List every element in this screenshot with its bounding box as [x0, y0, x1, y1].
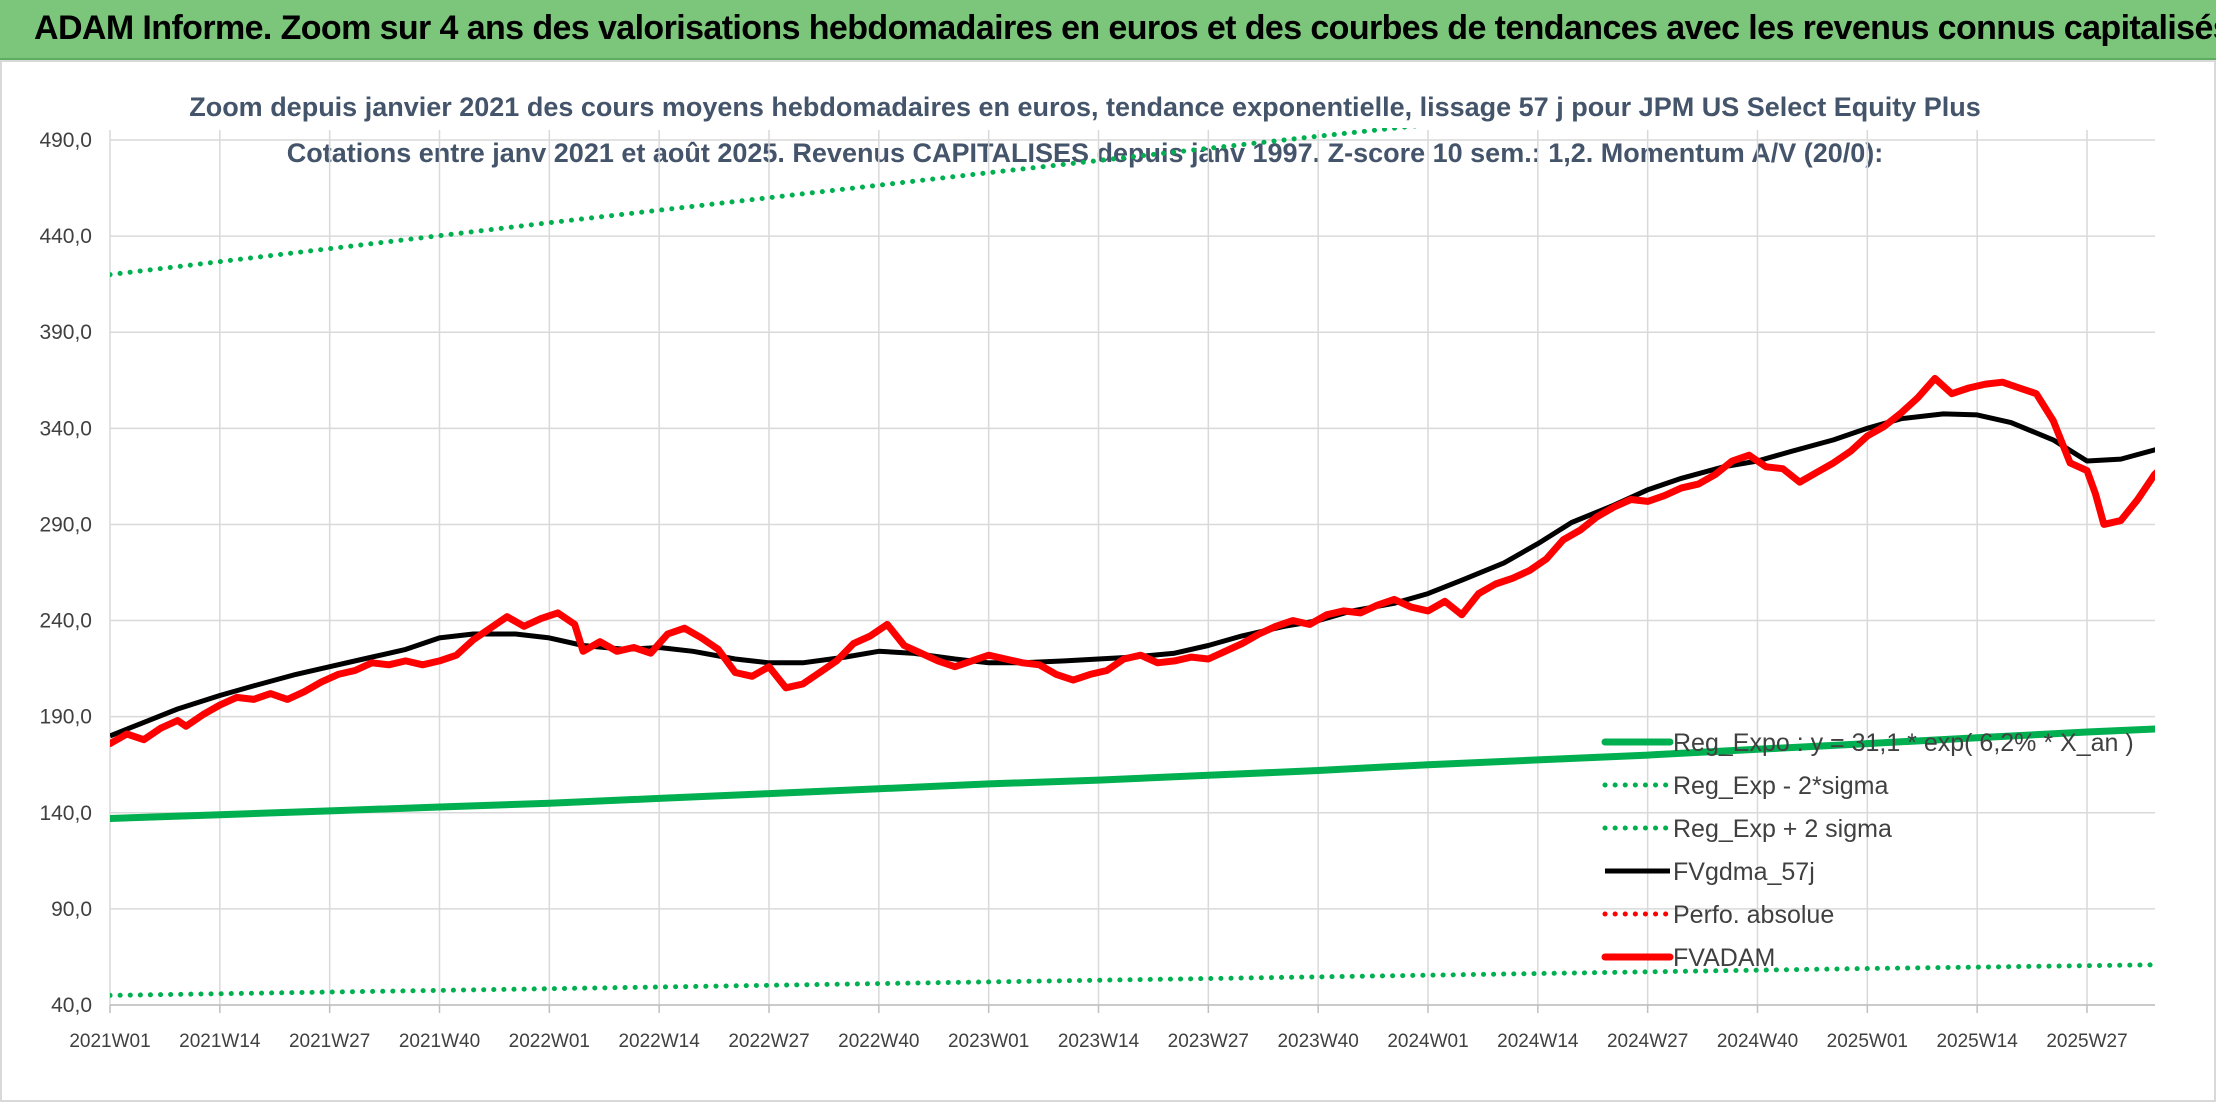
page-title: ADAM Informe. Zoom sur 4 ans des valoris…: [34, 9, 2216, 47]
x-axis: 2021W01 2021W14 2021W27 2021W40 2022W01 2022W…: [69, 1031, 2127, 1052]
x-tick-label: 2022W27: [728, 1031, 809, 1052]
series-line-reg_exp: [110, 128, 1420, 278]
legend-label: Reg_Exp - 2*sigma: [1673, 772, 1888, 800]
title-backdrop: [255, 68, 1915, 132]
y-tick-label: 390,0: [39, 321, 92, 344]
series-line-fvadam: [110, 374, 2155, 748]
x-tick-label: 2023W01: [948, 1031, 1029, 1052]
x-tick-label: 2025W27: [2046, 1031, 2127, 1052]
x-tick-label: 2021W01: [69, 1031, 150, 1052]
x-tick-label: 2021W40: [399, 1031, 480, 1052]
x-tick-label: 2025W14: [1936, 1031, 2018, 1052]
x-tick-label: 2023W40: [1277, 1031, 1358, 1052]
chart-title-line-1: Zoom depuis janvier 2021 des cours moyen…: [189, 92, 1981, 122]
x-tick-label: 2022W01: [509, 1031, 590, 1052]
y-tick-label: 190,0: [39, 706, 92, 729]
y-tick-label: 490,0: [39, 129, 92, 152]
y-tick-label: 240,0: [39, 610, 92, 633]
legend-label: FVADAM: [1673, 944, 1775, 972]
series-line-reg_exp: [110, 962, 2155, 998]
x-tick-label: 2021W14: [179, 1031, 261, 1052]
x-tick-label: 2023W14: [1058, 1031, 1140, 1052]
legend-label: FVgdma_57j: [1673, 858, 1815, 886]
legend-label: Reg_Expo : y = 31,1 * exp( 6,2% * X_an ): [1673, 729, 2134, 757]
series-line-fvgdma_57j: [110, 411, 2155, 739]
chart-frame: [0, 60, 2216, 1102]
x-tick-label: 2022W40: [838, 1031, 919, 1052]
header-banner: ADAM Informe. Zoom sur 4 ans des valoris…: [0, 0, 2216, 60]
y-tick-label: 440,0: [39, 225, 92, 248]
legend: Reg_Expo : y = 31,1 * exp( 6,2% * X_an )…: [1601, 729, 2134, 972]
y-axis: 40,0 90,0 140,0 190,0 240,0 290,0 340,0 390,0 44…: [39, 129, 92, 1017]
series-line-reg_expo: [110, 725, 2155, 822]
legend-label: Reg_Exp + 2 sigma: [1673, 815, 1892, 843]
x-tick-label: 2025W01: [1827, 1031, 1908, 1052]
x-tick-label: 2024W01: [1387, 1031, 1468, 1052]
x-tick-label: 2021W27: [289, 1031, 370, 1052]
x-tick-label: 2024W40: [1717, 1031, 1798, 1052]
series-layer: [110, 128, 2155, 998]
y-tick-label: 140,0: [39, 802, 92, 825]
x-tick-label: 2024W14: [1497, 1031, 1579, 1052]
y-tick-label: 90,0: [51, 898, 92, 921]
y-tick-label: 340,0: [39, 417, 92, 440]
legend-label: Perfo. absolue: [1673, 901, 1834, 929]
x-tick-label: 2023W27: [1168, 1031, 1249, 1052]
x-tick-label: 2022W14: [618, 1031, 700, 1052]
grid: [109, 130, 2155, 1013]
y-tick-label: 290,0: [39, 513, 92, 536]
x-tick-label: 2024W27: [1607, 1031, 1688, 1052]
y-tick-label: 40,0: [51, 994, 92, 1017]
